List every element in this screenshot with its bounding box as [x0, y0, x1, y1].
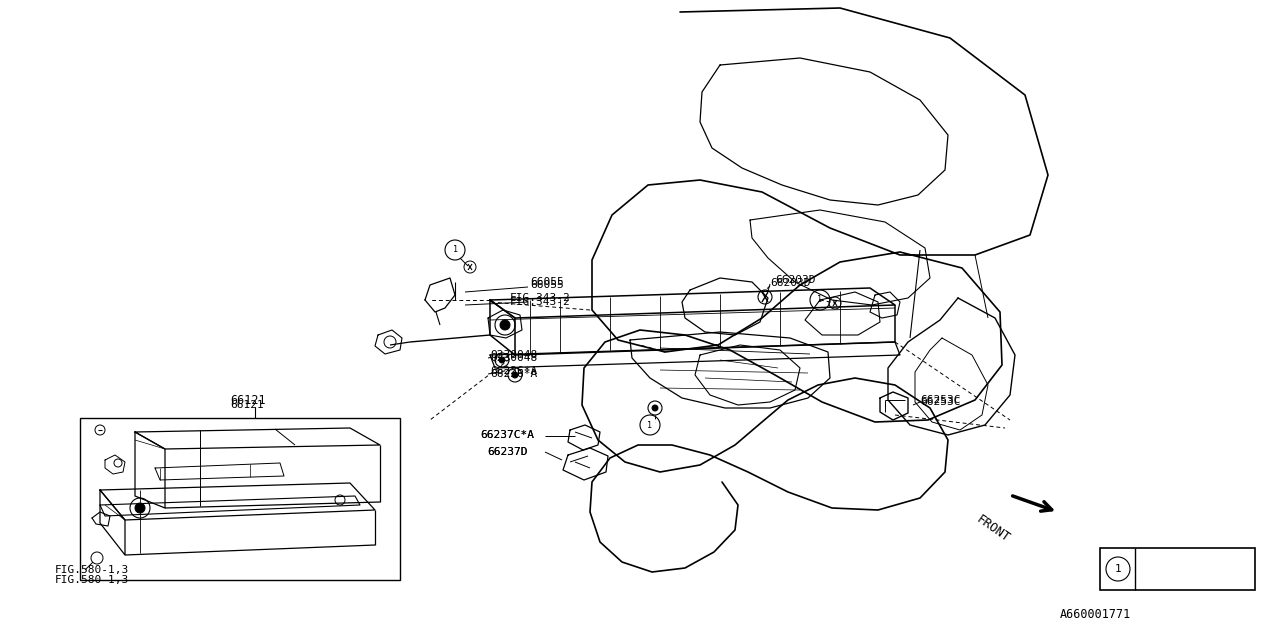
Text: FIG.343-2: FIG.343-2	[509, 297, 571, 307]
Text: 66226*A: 66226*A	[490, 366, 538, 376]
Text: 66203D: 66203D	[774, 275, 815, 285]
Text: FIG.580-1,3: FIG.580-1,3	[55, 575, 129, 585]
Text: 66237C*A: 66237C*A	[480, 430, 534, 440]
Text: Q230048: Q230048	[490, 353, 538, 363]
Circle shape	[500, 320, 509, 330]
Text: FIG.580-1,3: FIG.580-1,3	[55, 565, 129, 575]
Text: FRONT: FRONT	[974, 513, 1012, 545]
Text: 66203D: 66203D	[771, 278, 810, 288]
Text: Q230048: Q230048	[490, 350, 538, 360]
Text: 1: 1	[648, 420, 653, 429]
Circle shape	[652, 405, 658, 411]
Text: 66055: 66055	[530, 280, 563, 290]
Text: 66121: 66121	[230, 394, 266, 406]
Text: 66237C*A: 66237C*A	[480, 430, 534, 440]
Text: 66055: 66055	[530, 277, 563, 287]
Text: Q500013: Q500013	[1148, 563, 1201, 575]
Text: 66121: 66121	[230, 400, 264, 410]
Text: FIG.343-2: FIG.343-2	[509, 293, 571, 303]
Circle shape	[499, 357, 506, 363]
Text: 66253C: 66253C	[920, 395, 960, 405]
Text: A660001771: A660001771	[1060, 609, 1132, 621]
Text: 66237D: 66237D	[486, 447, 527, 457]
Text: 66237D: 66237D	[486, 447, 527, 457]
Text: 66253C: 66253C	[920, 397, 960, 407]
Text: 1: 1	[1115, 564, 1121, 574]
Text: 1: 1	[818, 296, 823, 305]
Bar	[79, 418, 399, 580]
Bar	[1100, 548, 1254, 590]
Text: 1: 1	[453, 246, 457, 255]
Circle shape	[134, 503, 145, 513]
Circle shape	[512, 372, 518, 378]
Text: 66226*A: 66226*A	[490, 369, 538, 379]
